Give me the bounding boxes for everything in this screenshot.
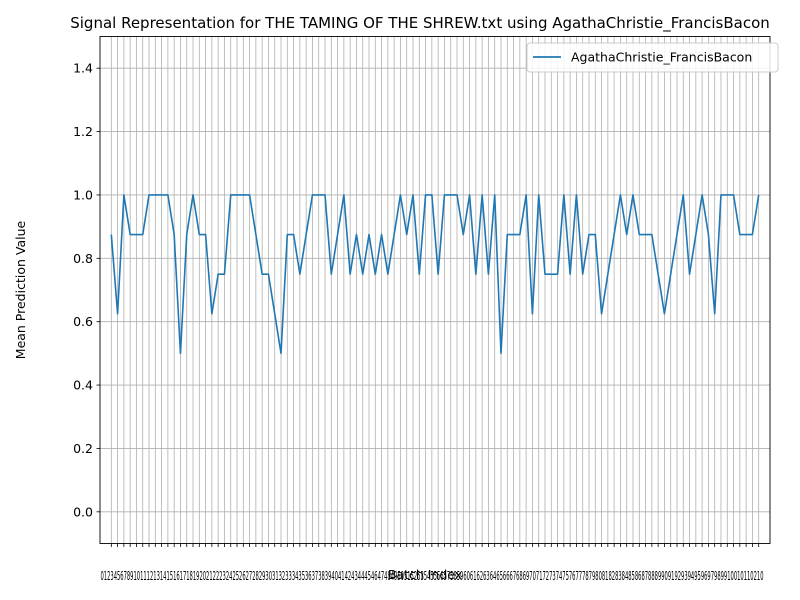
- x-axis-ticks: [110, 543, 760, 547]
- chart-title: Signal Representation for THE TAMING OF …: [70, 14, 770, 33]
- x-tick-labels: 0123456789101112131415161718192021222324…: [101, 568, 764, 583]
- y-tick-label: 0.6: [73, 314, 93, 329]
- y-tick-label: 1.4: [73, 61, 93, 76]
- y-axis-label: Mean Prediction Value: [13, 220, 28, 359]
- y-tick-label: 1.2: [73, 124, 93, 139]
- legend-label: AgathaChristie_FrancisBacon: [571, 50, 752, 65]
- y-tick-label: 0.4: [73, 378, 93, 393]
- y-tick-label: 0.2: [73, 441, 93, 456]
- x-axis-label: Batch Index: [388, 567, 462, 582]
- y-tick-label: 0.8: [73, 251, 93, 266]
- series-line: [110, 194, 760, 355]
- y-tick-label: 1.0: [73, 187, 93, 202]
- y-tick-label: 0.0: [73, 504, 93, 519]
- legend-box: [526, 42, 779, 73]
- y-axis-ticks: 0.0 0.2 0.4 0.6 0.8 1.0 1.2 1.4: [73, 61, 100, 519]
- plot-frame: [99, 36, 771, 544]
- legend: AgathaChristie_FrancisBacon: [526, 42, 779, 73]
- x-gridlines: [110, 36, 760, 544]
